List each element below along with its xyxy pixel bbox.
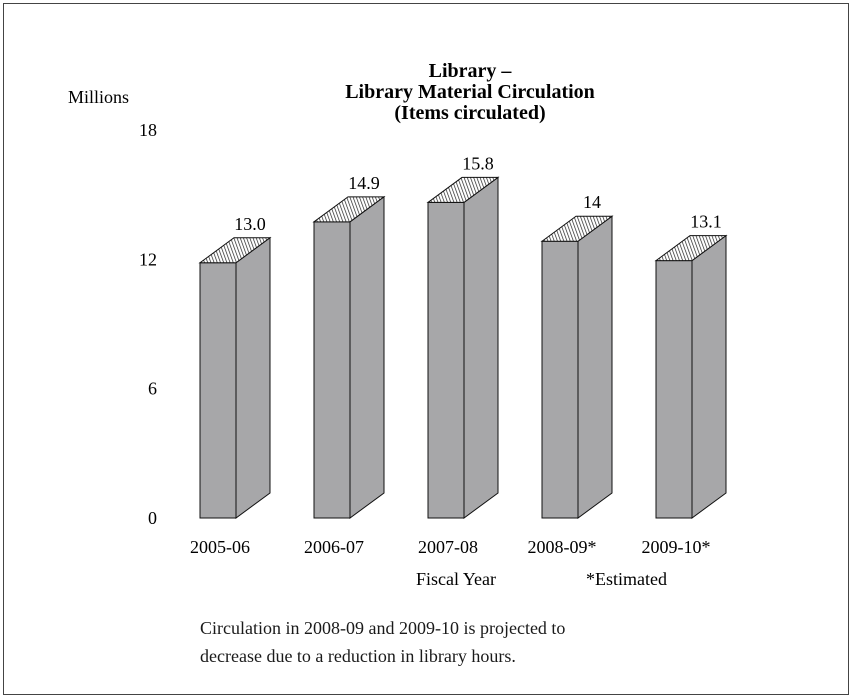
bar-top-face: [312, 196, 386, 223]
chart-title-line-3: (Items circulated): [394, 102, 545, 124]
y-tick-label: 12: [139, 249, 157, 269]
bar: 13.1: [654, 212, 728, 519]
bar-front-face: [541, 240, 579, 519]
y-tick-label: 6: [148, 379, 157, 399]
bar-side-face: [577, 215, 613, 519]
bar: 13.0: [198, 214, 272, 519]
bar-front-face: [199, 262, 237, 519]
circulation-note: Circulation in 2008-09 and 2009-10 is pr…: [200, 614, 760, 670]
category-label: 2008-09*: [528, 537, 597, 557]
chart-title-line-2: Library Material Circulation: [345, 81, 595, 103]
bar: 14.9: [312, 173, 386, 519]
bar-value-label: 14: [583, 192, 601, 212]
bar: 15.8: [426, 153, 500, 519]
note-line-2: decrease due to a reduction in library h…: [200, 646, 516, 666]
y-axis-label: Millions: [68, 87, 129, 107]
y-tick-label: 0: [148, 508, 157, 528]
bar-top-face: [654, 235, 728, 262]
bar-top-face: [426, 176, 500, 203]
y-tick-label: 18: [139, 120, 157, 140]
bar-top-face: [540, 215, 614, 242]
category-label: 2007-08: [418, 537, 478, 557]
bar-side-face: [463, 176, 499, 519]
bar-front-face: [313, 221, 351, 519]
bar-side-face: [349, 195, 385, 519]
chart-frame: [3, 3, 849, 695]
bar-top-face: [198, 237, 272, 264]
category-label: 2006-07: [304, 537, 364, 557]
bar: 14: [540, 192, 614, 519]
bar-front-face: [427, 201, 465, 519]
estimated-footnote-marker: *Estimated: [586, 569, 667, 589]
x-axis-label: Fiscal Year: [416, 569, 496, 589]
bar-value-label: 13.1: [690, 212, 722, 232]
note-line-1: Circulation in 2008-09 and 2009-10 is pr…: [200, 618, 566, 638]
bar-value-label: 13.0: [234, 214, 266, 234]
category-label: 2009-10*: [642, 537, 711, 557]
bar-value-label: 15.8: [462, 153, 494, 173]
bar-front-face: [655, 260, 693, 519]
category-label: 2005-06: [190, 537, 250, 557]
bar-side-face: [691, 234, 727, 519]
bar-side-face: [235, 236, 271, 519]
chart-title-line-1: Library –: [429, 60, 513, 82]
bar-value-label: 14.9: [348, 173, 380, 193]
